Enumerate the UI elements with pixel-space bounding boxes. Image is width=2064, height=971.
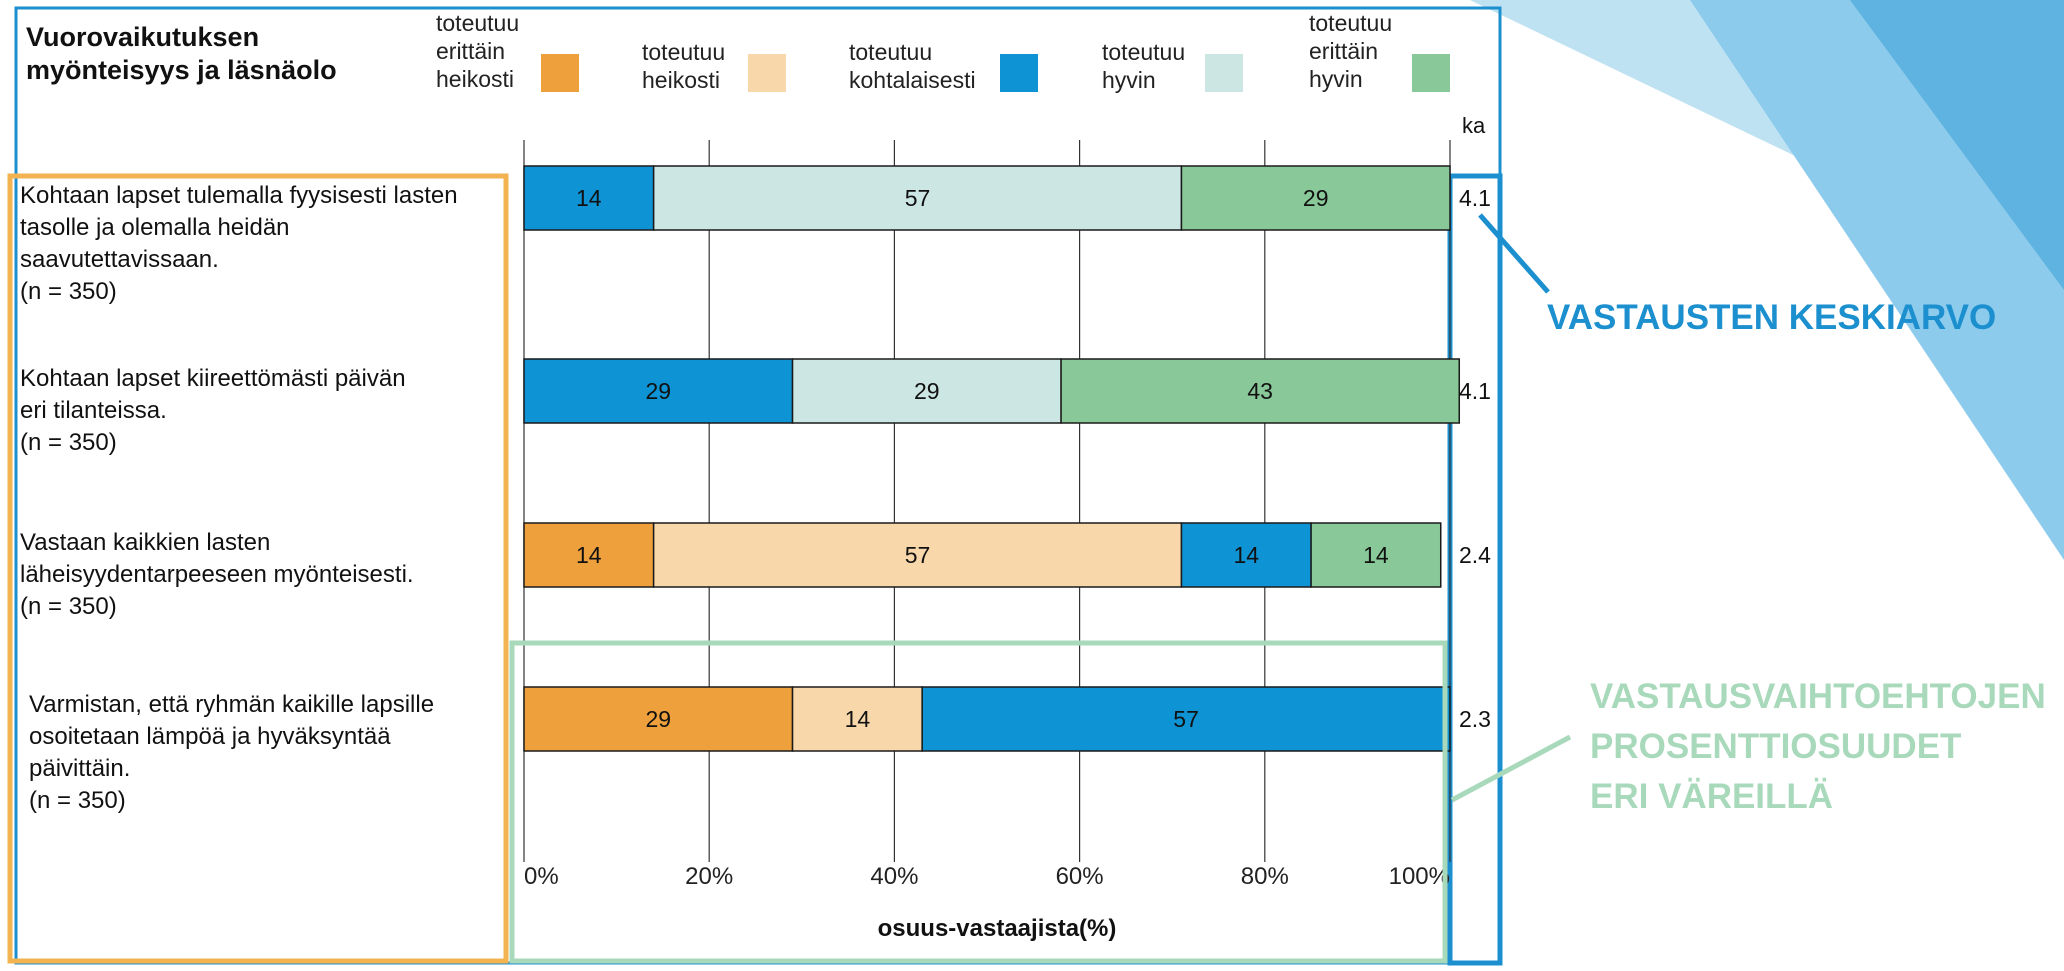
data-label: 14	[576, 542, 602, 568]
item-label: Kohtaan lapset tulemalla fyysisesti last…	[20, 182, 458, 209]
item-label: (n = 350)	[20, 593, 117, 620]
chart-title: myönteisyys ja läsnäolo	[26, 55, 337, 85]
item-label: Vastaan kaikkien lasten	[20, 529, 270, 556]
bar-segment	[523, 522, 655, 588]
bars-highlight-box	[509, 640, 1448, 964]
data-label: 29	[645, 378, 671, 404]
bar-segment	[791, 686, 923, 752]
percent-annotation-line: PROSENTTIOSUUDET	[1590, 727, 1962, 766]
data-label: 57	[905, 542, 931, 568]
legend-label: erittäin	[436, 38, 505, 64]
legend-label: heikosti	[642, 67, 720, 93]
x-tick-label: 20%	[685, 863, 733, 890]
mean-column-box	[1447, 173, 1503, 966]
mean-value: 2.4	[1459, 542, 1491, 568]
legend-swatch	[1412, 54, 1450, 92]
item-label: päivittäin.	[29, 755, 130, 782]
legend-swatch	[541, 54, 579, 92]
item-label: Kohtaan lapset kiireettömästi päivän	[20, 365, 406, 392]
deco-dark-triangle	[1850, 0, 2064, 290]
bar-segment	[523, 686, 794, 752]
bar-segment	[652, 522, 1183, 588]
legend-swatch	[748, 54, 786, 92]
legend-swatch	[1205, 54, 1243, 92]
legend-label: erittäin	[1309, 38, 1378, 64]
bar-segment	[1180, 165, 1451, 231]
chart-title: Vuorovaikutuksen	[26, 22, 259, 52]
chart-frame	[14, 6, 1502, 965]
legend-label: toteutuu	[436, 10, 519, 36]
mean-annotation: VASTAUSTEN KESKIARVO	[1547, 298, 1997, 337]
item-label: (n = 350)	[29, 787, 126, 814]
x-tick-label: 80%	[1241, 863, 1289, 890]
data-label: 29	[645, 706, 671, 732]
item-label: tasolle ja olemalla heidän	[20, 214, 290, 241]
legend-label: toteutuu	[1309, 10, 1392, 36]
legend-label: hyvin	[1102, 67, 1156, 93]
item-label: Varmistan, että ryhmän kaikille lapsille	[29, 691, 434, 718]
x-tick-label: 40%	[870, 863, 918, 890]
data-label: 29	[914, 378, 940, 404]
data-label: 14	[576, 185, 602, 211]
mean-connector-line	[1478, 213, 1550, 294]
item-label: (n = 350)	[20, 278, 117, 305]
data-label: 57	[905, 185, 931, 211]
bar-segment	[523, 358, 794, 424]
bar-segment	[1310, 522, 1442, 588]
mean-header: ka	[1462, 113, 1486, 138]
percent-annotation-line: VASTAUSVAIHTOEHTOJEN	[1590, 677, 2046, 716]
item-label: läheisyydentarpeeseen myönteisesti.	[20, 561, 414, 588]
mean-value: 4.1	[1459, 378, 1491, 404]
mean-value: 4.1	[1459, 185, 1491, 211]
percent-annotation-line: ERI VÄREILLÄ	[1590, 777, 1834, 816]
bar-segment	[921, 686, 1451, 752]
data-label: 14	[1233, 542, 1259, 568]
x-axis-label: osuus-vastaajista(%)	[878, 915, 1117, 942]
percent-connector-line	[1450, 734, 1572, 803]
bar-segment	[1180, 522, 1312, 588]
data-label: 43	[1247, 378, 1273, 404]
x-tick-label: 60%	[1056, 863, 1104, 890]
item-label: osoitetaan lämpöä ja hyväksyntää	[29, 723, 391, 750]
percent-annotation: VASTAUSVAIHTOEHTOJEN PROSENTTIOSUUDET ER…	[1590, 672, 2046, 822]
legend-label: kohtalaisesti	[849, 67, 976, 93]
item-label: eri tilanteissa.	[20, 397, 167, 424]
items-highlight-box	[7, 173, 509, 964]
x-tick-label: 100%	[1389, 863, 1450, 890]
data-label: 14	[845, 706, 871, 732]
data-label: 29	[1303, 185, 1329, 211]
legend-label: toteutuu	[1102, 39, 1185, 65]
x-tick-label: 0%	[524, 863, 559, 890]
legend-label: hyvin	[1309, 66, 1363, 92]
bar-segment	[791, 358, 1062, 424]
bar-segment	[652, 165, 1183, 231]
legend-label: toteutuu	[849, 39, 932, 65]
legend-label: toteutuu	[642, 39, 725, 65]
mean-value: 2.3	[1459, 706, 1491, 732]
legend-swatch	[1000, 54, 1038, 92]
bar-segment	[1060, 358, 1461, 424]
item-label: (n = 350)	[20, 429, 117, 456]
data-label: 57	[1173, 706, 1199, 732]
item-label: saavutettavissaan.	[20, 246, 219, 273]
legend-label: heikosti	[436, 66, 514, 92]
data-label: 14	[1363, 542, 1389, 568]
